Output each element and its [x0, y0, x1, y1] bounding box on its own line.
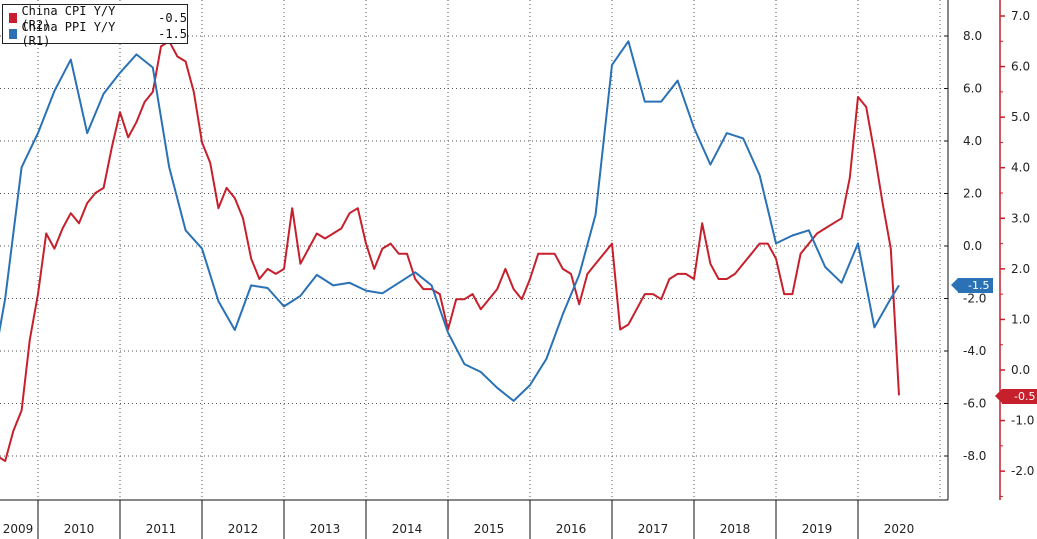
r1-tick-label: -6.0 [963, 397, 986, 411]
x-tick-label: 2011 [146, 522, 177, 536]
r2-tick-label: 5.0 [1011, 110, 1030, 124]
r1-axis: 8.0 6.0 4.0 2.0 0.0 -2.0 -4.0 -6.0 -8.0 [944, 29, 986, 463]
x-tick-label: 2020 [884, 522, 915, 536]
r2-tick-label: -1.0 [1011, 414, 1034, 428]
r2-tick-label: -2.0 [1011, 464, 1034, 478]
x-tick-label: 2016 [556, 522, 587, 536]
r2-tick-label: 3.0 [1011, 211, 1030, 225]
legend-label-ppi: China PPI Y/Y (R1) [21, 20, 116, 48]
r1-tick-label: 6.0 [963, 82, 982, 96]
r1-tick-label: -8.0 [963, 449, 986, 463]
r2-axis: 7.0 6.0 5.0 4.0 3.0 2.0 1.0 0.0 -1.0 -2.0 [999, 0, 1034, 500]
x-tick-label: 2019 [802, 522, 833, 536]
r1-tick-label: -2.0 [963, 292, 986, 306]
legend-label-cpi: China CPI Y/Y (R2) [21, 4, 116, 32]
x-tick-label: 2017 [638, 522, 669, 536]
r1-tick-label: 2.0 [963, 187, 982, 201]
r2-tick-label: 1.0 [1011, 312, 1030, 326]
legend: China CPI Y/Y (R2) -0.5 China PPI Y/Y (R… [2, 4, 188, 48]
x-tick-label: 2014 [392, 522, 423, 536]
r2-tick-label: 0.0 [1011, 363, 1030, 377]
series-lines [0, 40, 900, 462]
x-tick-label: 2009 [3, 522, 34, 536]
legend-swatch-cpi [9, 13, 18, 23]
x-tick-label: 2012 [228, 522, 259, 536]
r2-tick-label: 4.0 [1011, 161, 1030, 175]
r2-tick-label: 6.0 [1011, 60, 1030, 74]
last-value-tag-ppi: -1.5 [950, 278, 994, 293]
r1-tick-label: 4.0 [963, 134, 982, 148]
legend-value-cpi: -0.5 [158, 11, 187, 25]
cpi-series-line [0, 40, 900, 462]
legend-item-ppi: China PPI Y/Y (R1) -1.5 [9, 20, 187, 48]
grid-lines [0, 0, 949, 501]
x-tick-label: 2010 [64, 522, 95, 536]
legend-item-cpi: China CPI Y/Y (R2) -0.5 [9, 4, 187, 32]
legend-swatch-ppi [9, 29, 18, 39]
r1-tick-label: 8.0 [963, 29, 982, 43]
x-tick-label: 2013 [310, 522, 341, 536]
x-tick-label: 2018 [720, 522, 751, 536]
x-axis: 2009 2010 2011 2012 2013 2014 2015 2016 2017 2018… [3, 500, 915, 539]
x-tick-label: 2015 [474, 522, 505, 536]
r2-tick-label: 2.0 [1011, 262, 1030, 276]
legend-value-ppi: -1.5 [158, 27, 187, 41]
last-value-tag-cpi: -0.5 [994, 389, 1037, 404]
r1-tick-label: 0.0 [963, 239, 982, 253]
r1-tick-label: -4.0 [963, 344, 986, 358]
r2-tick-label: 7.0 [1011, 9, 1030, 23]
ppi-series-line [0, 40, 900, 402]
